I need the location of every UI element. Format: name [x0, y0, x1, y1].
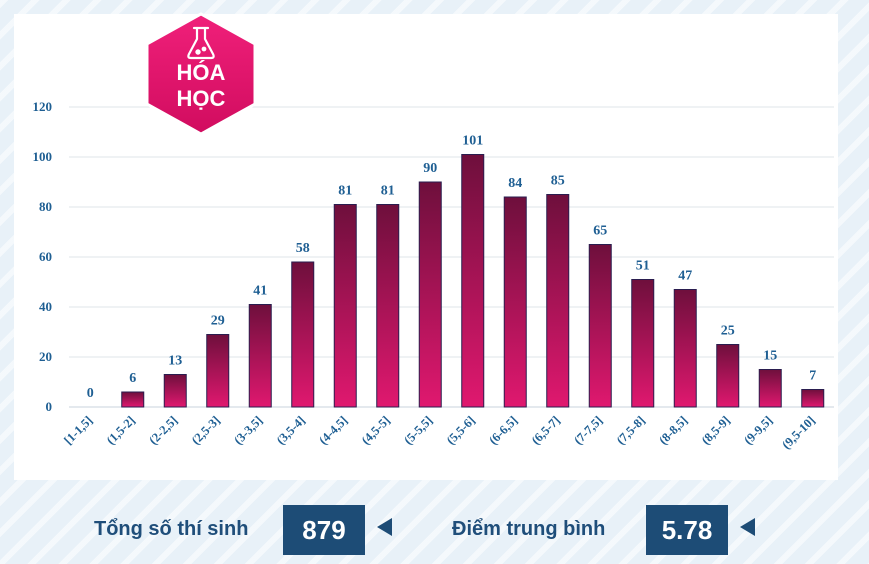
x-tick-label: (3,5-4]	[274, 413, 308, 447]
data-label: 13	[168, 354, 182, 369]
bar	[333, 204, 357, 408]
bar	[248, 304, 272, 408]
average-score-label: Điểm trung bình	[452, 518, 606, 540]
x-tick-label: (5-5,5]	[401, 413, 435, 447]
x-tick-label: (4,5-5]	[359, 413, 393, 447]
data-label: 15	[763, 349, 777, 364]
x-tick-label: (9-9,5]	[741, 413, 775, 447]
data-label: 58	[296, 241, 310, 256]
total-arrow-icon	[377, 518, 392, 536]
x-tick-label: (6,5-7]	[529, 413, 563, 447]
y-tick-label: 40	[39, 299, 52, 314]
bar	[503, 196, 527, 408]
y-tick-label: 0	[46, 399, 53, 414]
bar	[588, 244, 612, 408]
badge-title: HÓA HỌC	[141, 60, 261, 112]
x-tick-label: (1,5-2]	[104, 413, 138, 447]
data-label: 29	[211, 314, 225, 329]
data-label: 41	[253, 284, 267, 299]
x-tick-label: (3-3,5]	[231, 413, 265, 447]
badge-hexagon	[145, 12, 257, 136]
x-tick-label: (7,5-8]	[614, 413, 648, 447]
chart-card: 0 20 40 60 80 100 120 0 [1-1,5] 6 (1,5-2] 13 (2-2,5]…	[14, 14, 838, 480]
x-tick-label: (5,5-6]	[444, 413, 478, 447]
data-label: 65	[593, 224, 607, 239]
data-label: 81	[338, 184, 352, 199]
y-tick-label: 100	[33, 149, 53, 164]
badge-line-2: HỌC	[176, 86, 226, 111]
bar	[461, 154, 485, 408]
y-tick-label: 20	[39, 349, 52, 364]
total-candidates-label: Tổng số thí sinh	[94, 518, 249, 540]
x-tick-label: (9,5-10]	[779, 413, 818, 452]
data-label: 6	[129, 371, 136, 386]
bar	[673, 289, 697, 408]
x-tick-label: (4-4,5]	[316, 413, 350, 447]
bar-chart: 0 20 40 60 80 100 120 0 [1-1,5] 6 (1,5-2] 13 (2-2,5]…	[33, 99, 834, 452]
data-label: 81	[381, 184, 395, 199]
average-arrow-icon	[740, 518, 755, 536]
bar	[801, 389, 825, 408]
data-label: 7	[809, 369, 816, 384]
y-tick-label: 80	[39, 199, 52, 214]
x-tick-label: (8,5-9]	[699, 413, 733, 447]
data-label: 51	[636, 259, 650, 274]
bar	[121, 391, 145, 408]
y-tick-label: 120	[33, 99, 53, 114]
data-label: 85	[551, 174, 565, 189]
data-label: 25	[721, 324, 735, 339]
bar	[546, 194, 570, 408]
bar	[376, 204, 400, 408]
x-tick-label: (6-6,5]	[486, 413, 520, 447]
data-label: 84	[508, 176, 522, 191]
bar	[418, 181, 442, 408]
x-tick-label: (8-8,5]	[656, 413, 690, 447]
x-tick-label: [1-1,5]	[61, 413, 95, 447]
badge-line-1: HÓA	[176, 60, 226, 85]
y-tick-label: 60	[39, 249, 52, 264]
total-candidates-value: 879	[283, 505, 365, 555]
x-tick-label: (2,5-3]	[189, 413, 223, 447]
data-label: 0	[87, 386, 94, 401]
data-label: 101	[462, 134, 483, 149]
data-label: 90	[423, 161, 437, 176]
bar	[206, 334, 230, 408]
flask-icon	[187, 26, 215, 60]
average-score-value: 5.78	[646, 505, 728, 555]
x-tick-label: (2-2,5]	[146, 413, 180, 447]
subject-badge: HÓA HỌC	[141, 12, 261, 136]
data-label: 47	[678, 269, 692, 284]
bar	[291, 261, 315, 408]
bar	[716, 344, 740, 408]
bar	[758, 369, 782, 408]
x-tick-label: (7-7,5]	[571, 413, 605, 447]
bar	[631, 279, 655, 408]
bar	[163, 374, 187, 408]
